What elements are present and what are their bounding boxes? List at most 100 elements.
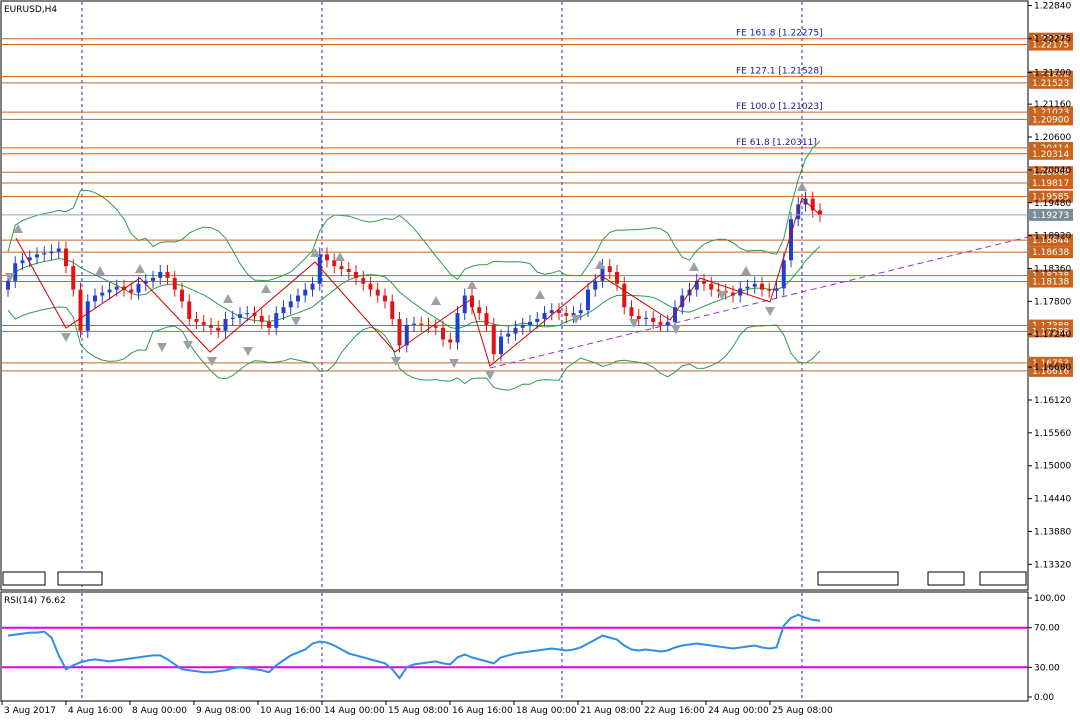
candle-body (513, 327, 518, 334)
fe-label: FE 100.0 [1.21023] (736, 102, 823, 112)
candle-body (288, 301, 293, 308)
current-price-tag (1029, 208, 1073, 221)
candle-body (615, 272, 619, 284)
time-tick-label: 14 Aug 00:00 (324, 706, 385, 716)
candle-body (325, 254, 329, 261)
down-fractal-icon (61, 333, 71, 342)
level-tag-label: 1.19817 (1032, 179, 1069, 189)
candle-body (64, 248, 68, 267)
rsi-line (7, 613, 821, 680)
candle-body (752, 283, 757, 287)
level-tag (1029, 147, 1073, 160)
candle-body (383, 295, 387, 302)
candle-body (35, 254, 39, 258)
trend-line (489, 236, 1029, 369)
candle-body (571, 313, 576, 317)
level-tag (1029, 364, 1073, 377)
down-fractal-icon (207, 357, 217, 366)
candle-body (49, 251, 54, 254)
level-tag (1029, 234, 1073, 247)
candle-body (390, 301, 395, 319)
level-tag-label: 1.21523 (1032, 79, 1069, 89)
candle-body (158, 272, 163, 278)
level-tag (1029, 166, 1073, 179)
down-fractal-icon (671, 325, 681, 334)
candle-body (281, 307, 286, 314)
level-tag-label: 1.20900 (1032, 115, 1069, 125)
period-separators (81, 2, 803, 700)
price-tick-label: 1.17800 (1034, 297, 1071, 307)
candle-body (78, 289, 83, 331)
candle-body (397, 318, 402, 346)
candle-body (317, 254, 322, 284)
candle-body (412, 323, 416, 325)
candle-body (520, 324, 525, 328)
down-fractal-icon (717, 291, 727, 300)
candle-body (651, 317, 656, 322)
up-fractal-icon (595, 260, 605, 269)
level-tag (1029, 325, 1073, 338)
current-price-label: 1.19273 (1032, 211, 1069, 221)
crosshair-time-boxes (2, 571, 1027, 586)
up-fractal-icon (261, 284, 271, 293)
candle-body (578, 310, 583, 314)
candle-body (100, 292, 105, 296)
candle-body (680, 295, 685, 308)
candle-body (85, 301, 90, 331)
candle-body (165, 272, 170, 278)
up-fractal-icon (135, 264, 145, 273)
candle-body (346, 269, 351, 273)
level-tag-label: 1.22175 (1032, 41, 1069, 51)
candle-body (419, 323, 424, 325)
band-middle (7, 245, 821, 330)
time-tick-label: 4 Aug 16:00 (68, 706, 123, 716)
candle-body (107, 289, 112, 293)
candle-body (745, 286, 750, 289)
candle-body (93, 295, 97, 302)
candle-body (716, 289, 721, 291)
price-tick-label: 1.20600 (1034, 133, 1071, 143)
candle-body (230, 317, 235, 319)
candle-body (818, 210, 822, 216)
up-fractal-icon (467, 280, 477, 289)
rsi-indicator: 100.00 70.00 30.00 0.00 (2, 594, 1066, 703)
candle-body (433, 326, 438, 328)
fe-label: FE 127.1 [1.21528] (736, 67, 823, 77)
candle-body (484, 313, 489, 325)
price-tick-label: 1.16680 (1034, 363, 1071, 373)
up-fractal-icon (335, 252, 345, 261)
price-tick-label: 1.19480 (1034, 199, 1071, 209)
candle-body (607, 266, 612, 273)
candle-body (622, 283, 627, 308)
candle-body (760, 283, 764, 290)
time-tick-label: 21 Aug 08:00 (580, 706, 641, 716)
candle-body (506, 333, 511, 337)
candle-body (774, 288, 779, 291)
time-tick-label: 15 Aug 08:00 (388, 706, 449, 716)
candle-body (644, 317, 648, 319)
candle-body (6, 280, 10, 290)
down-fractal-icon (291, 317, 301, 326)
time-tick-label: 8 Aug 00:00 (132, 706, 187, 716)
candle-body (303, 289, 308, 296)
down-fractal-icon (629, 319, 639, 328)
candle-body (789, 219, 793, 261)
candle-body (42, 253, 47, 255)
rsi-tick-label: 100.00 (1034, 594, 1066, 604)
candle-body (252, 313, 257, 317)
price-tick-label: 1.17240 (1034, 330, 1071, 340)
up-fractal-icon (431, 296, 441, 305)
rsi-tick-label: 30.00 (1034, 663, 1060, 673)
level-tag-label: 1.16753 (1032, 359, 1069, 369)
rsi-panel-frame (0, 591, 1029, 702)
candle-body (143, 280, 148, 284)
candle-body (455, 313, 460, 343)
level-tag-label: 1.18638 (1032, 248, 1069, 258)
time-axis: 3 Aug 2017 4 Aug 16:00 8 Aug 00:00 9 Aug 08… (1, 701, 833, 716)
fibonacci-levels: FE 161.8 [1.22275] FE 127.1 [1.21528] FE 1… (2, 29, 1028, 372)
candle-body (694, 280, 699, 290)
candle-body (593, 280, 598, 290)
price-tick-label: 1.14440 (1034, 495, 1071, 505)
candle-body (499, 336, 503, 355)
up-fractal-icon (689, 262, 699, 271)
